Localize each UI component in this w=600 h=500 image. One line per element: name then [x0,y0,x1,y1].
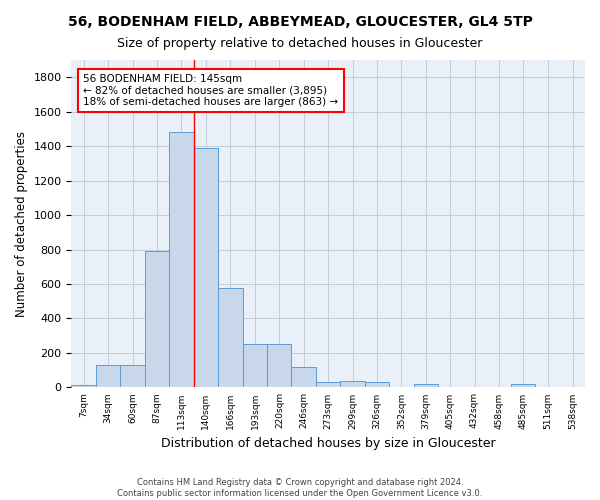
X-axis label: Distribution of detached houses by size in Gloucester: Distribution of detached houses by size … [161,437,496,450]
Bar [169,132,194,388]
Text: 56 BODENHAM FIELD: 145sqm
← 82% of detached houses are smaller (3,895)
18% of se: 56 BODENHAM FIELD: 145sqm ← 82% of detac… [83,74,338,107]
Bar [242,344,268,388]
Text: Contains HM Land Registry data © Crown copyright and database right 2024.
Contai: Contains HM Land Registry data © Crown c… [118,478,482,498]
Bar [145,252,169,388]
Bar [365,382,389,388]
Bar [292,367,316,388]
Bar [414,384,438,388]
Bar [71,385,96,388]
Bar [511,384,535,388]
Y-axis label: Number of detached properties: Number of detached properties [15,130,28,316]
Bar [340,382,365,388]
Bar [218,288,242,388]
Bar [194,148,218,388]
Bar [316,382,340,388]
Bar [120,365,145,388]
Text: 56, BODENHAM FIELD, ABBEYMEAD, GLOUCESTER, GL4 5TP: 56, BODENHAM FIELD, ABBEYMEAD, GLOUCESTE… [68,15,532,29]
Bar [268,344,292,388]
Bar [96,365,120,388]
Text: Size of property relative to detached houses in Gloucester: Size of property relative to detached ho… [118,38,482,51]
